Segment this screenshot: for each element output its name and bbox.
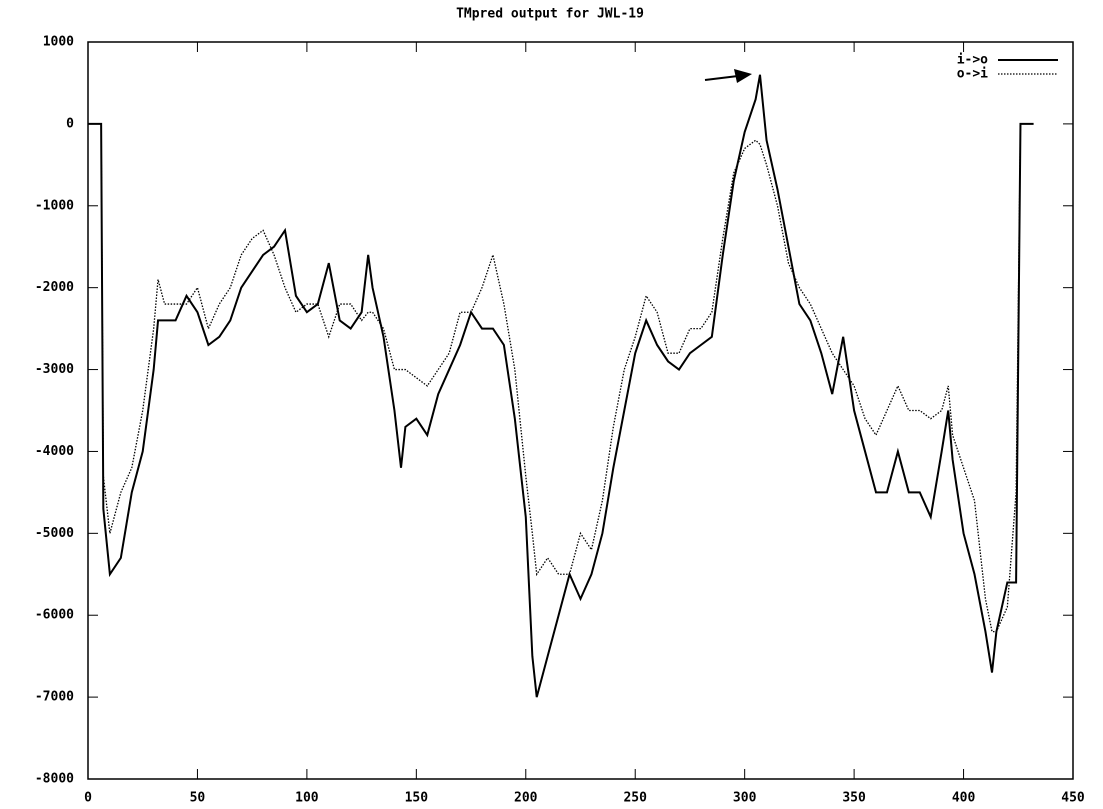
series-line <box>88 74 1034 698</box>
legend-label: i->o <box>957 53 988 68</box>
chart-title: TMpred output for JWL-19 <box>456 7 644 22</box>
arrow <box>704 69 752 83</box>
plot-frame <box>87 41 1074 780</box>
x-tick-label: 150 <box>405 791 429 806</box>
y-tick-label: -1000 <box>35 198 74 213</box>
y-tick-label: -6000 <box>35 608 74 623</box>
x-tick-label: 300 <box>733 791 757 806</box>
y-tick-label: -4000 <box>35 444 74 459</box>
x-tick-label: 250 <box>623 791 647 806</box>
y-tick-label: -2000 <box>35 280 74 295</box>
y-tick-label: -3000 <box>35 362 74 377</box>
legend-label: o->i <box>957 67 988 82</box>
x-tick-label: 100 <box>295 791 319 806</box>
y-tick-label: 1000 <box>43 35 74 50</box>
x-tick-label: 350 <box>842 791 866 806</box>
x-tick-label: 50 <box>190 791 206 806</box>
y-tick-label: -7000 <box>35 690 74 705</box>
y-tick-label: -5000 <box>35 526 74 541</box>
x-tick-label: 400 <box>952 791 976 806</box>
series-line <box>88 123 1034 633</box>
x-tick-label: 450 <box>1061 791 1085 806</box>
x-tick-label: 200 <box>514 791 538 806</box>
y-tick-label: -8000 <box>35 772 74 787</box>
y-tick-label: 0 <box>66 116 74 131</box>
x-tick-label: 0 <box>84 791 92 806</box>
